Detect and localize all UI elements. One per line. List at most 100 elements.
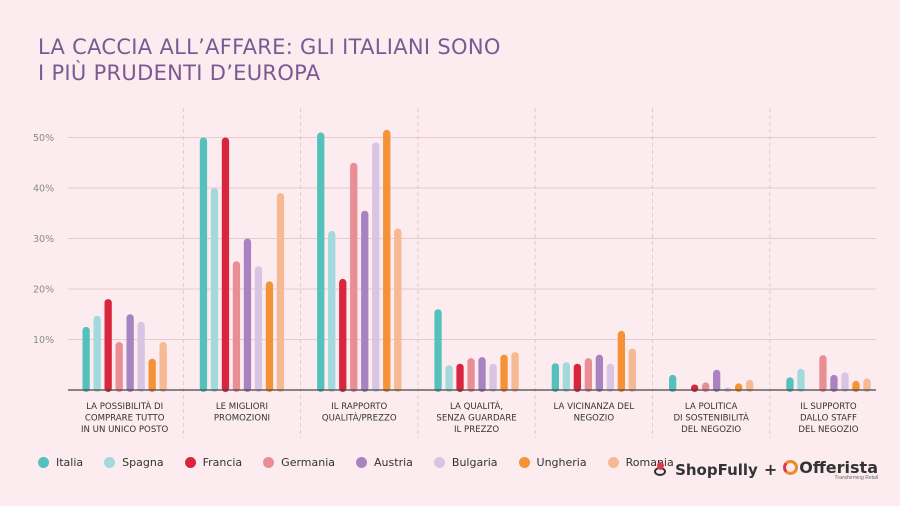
legend: Italia Spagna Francia Germania Austria Bulgar… (38, 456, 695, 469)
category-label: LE MIGLIORI (216, 402, 268, 412)
category-label: LA POLITICA (685, 402, 738, 412)
category-label: IL PREZZO (454, 425, 499, 435)
offerista-tagline: Transforming Retail (834, 475, 878, 481)
bar-bulgaria (137, 321, 145, 392)
legend-label: Bulgaria (451, 456, 498, 469)
bar-bulgaria (606, 363, 614, 392)
legend-item: Spagna (104, 456, 164, 469)
title-line-1: LA CACCIA ALL’AFFARE: GLI ITALIANI SONO (38, 35, 501, 59)
chart-title: LA CACCIA ALL’AFFARE: GLI ITALIANI SONO … (38, 34, 501, 86)
category-label: LA VICINANZA DEL (554, 402, 635, 412)
y-tick-label: 40% (33, 184, 54, 195)
bar-ungheria (617, 330, 625, 392)
bar-austria (361, 210, 369, 392)
bar-austria (478, 357, 486, 392)
legend-swatch (607, 457, 619, 468)
legend-label: Spagna (122, 456, 164, 469)
bar-spagna (93, 315, 101, 392)
category-label: DALLO STAFF (800, 414, 857, 424)
legend-swatch (263, 457, 275, 468)
legend-label: Italia (56, 456, 84, 469)
offerista-logo-icon (783, 460, 799, 475)
shopfully-logo-icon (653, 460, 669, 478)
bar-germania (467, 358, 475, 392)
bar-romania (276, 193, 285, 392)
bar-francia (221, 137, 230, 392)
legend-item: Austria (356, 456, 413, 469)
logos: ShopFully + Offerista Transforming Retai… (653, 458, 878, 481)
legend-swatch (356, 457, 368, 468)
bar-spagna (445, 365, 453, 392)
offerista-logo-text: Offerista (799, 458, 878, 477)
category-label: DEL NEGOZIO (681, 425, 741, 435)
bar-romania (159, 342, 167, 392)
category-label: QUALITÀ/PREZZO (322, 412, 397, 424)
bar-germania (350, 162, 358, 392)
bar-spagna (210, 188, 219, 392)
bar-francia (456, 363, 464, 392)
bar-austria (126, 314, 134, 392)
bar-germania (819, 355, 827, 392)
category-label: LA POSSIBILITÀ DI (86, 400, 163, 412)
category-label: DI SOSTENIBILITÀ (673, 412, 749, 424)
legend-item: Bulgaria (433, 456, 498, 469)
y-tick-label: 10% (33, 335, 54, 346)
bar-ungheria (500, 354, 508, 392)
bar-germania (115, 342, 123, 392)
bar-spagna (328, 230, 336, 392)
category-label: IL SUPPORTO (800, 402, 857, 412)
bar-spagna (797, 368, 805, 392)
bar-germania (584, 358, 592, 392)
bar-italia (434, 309, 442, 392)
title-line-2: I PIÙ PRUDENTI D’EUROPA (38, 61, 321, 85)
bar-ungheria (148, 358, 156, 392)
bar-francia (573, 363, 581, 392)
bar-italia (199, 137, 208, 392)
y-tick-label: 30% (33, 234, 54, 245)
plus-sign: + (763, 460, 778, 479)
bar-francia (339, 278, 347, 392)
legend-item: Germania (263, 456, 335, 469)
legend-item: Francia (184, 456, 243, 469)
category-label: DEL NEGOZIO (798, 425, 858, 435)
bar-italia (317, 132, 325, 392)
legend-label: Germania (281, 456, 336, 469)
offerista-logo: Offerista Transforming Retail (783, 458, 878, 481)
category-label: IN UN UNICO POSTO (81, 425, 169, 435)
legend-item: Ungheria (518, 456, 587, 469)
bar-romania (628, 348, 636, 392)
bar-spagna (562, 362, 570, 392)
legend-label: Austria (374, 456, 413, 469)
bar-ungheria (852, 380, 860, 392)
bar-italia (669, 374, 677, 392)
category-label: PROMOZIONI (214, 414, 270, 424)
bar-austria (595, 354, 603, 392)
legend-swatch (184, 457, 196, 468)
bar-italia (786, 377, 794, 392)
category-label: NEGOZIO (574, 414, 615, 424)
bar-austria (830, 374, 838, 392)
category-label: LA QUALITÀ, (450, 400, 503, 412)
bar-romania (863, 378, 871, 392)
bar-germania (232, 261, 241, 392)
y-tick-label: 50% (33, 133, 54, 144)
legend-item: Italia (38, 456, 83, 469)
bar-italia (82, 326, 90, 392)
bar-italia (551, 363, 559, 392)
bar-bulgaria (254, 266, 263, 392)
legend-swatch (38, 457, 49, 468)
bar-austria (243, 238, 252, 392)
shopfully-logo-text: ShopFully (675, 460, 758, 479)
bar-bulgaria (489, 363, 497, 392)
bar-romania (746, 379, 754, 392)
legend-label: Francia (202, 456, 243, 469)
bar-francia (104, 299, 112, 392)
bar-austria (713, 369, 721, 392)
category-label: IL RAPPORTO (331, 402, 387, 412)
bar-bulgaria (372, 142, 380, 392)
bar-romania (511, 352, 519, 392)
legend-swatch (104, 457, 116, 468)
category-label: COMPRARE TUTTO (85, 414, 165, 424)
legend-swatch (518, 457, 530, 468)
